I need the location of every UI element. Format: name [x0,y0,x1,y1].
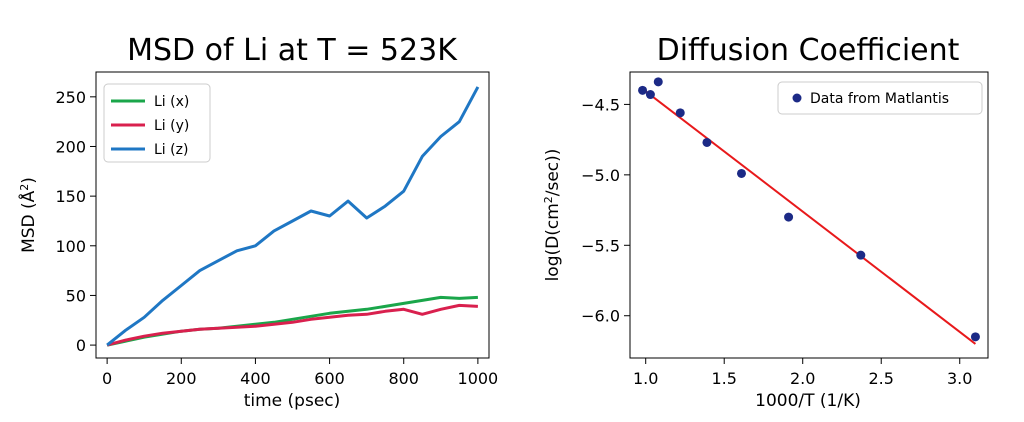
msd-chart: MSD of Li at T = 523K 0 200 400 600 800 10000… [17,33,498,411]
diffusion-data-point [653,77,663,87]
diffusion-data-point [638,85,648,95]
msd-y-tick-label: 50 [66,286,86,305]
diffusion-legend-marker [792,93,802,103]
msd-x-tick-label: 1000 [458,369,499,388]
msd-y-tick-label: 150 [55,187,86,206]
diffusion-x-tick-label: 2.5 [869,369,894,388]
diffusion-ticks: 1.0 1.5 2.0 2.5 3.0 −6.0 −5.5 −5.0 −4.5 [581,95,972,388]
diffusion-x-tick-label: 3.0 [947,369,972,388]
msd-legend-label-0: Li (x) [154,94,189,110]
msd-y-axis-label: MSD (Å2) [17,177,39,253]
msd-legend-box [103,83,211,163]
msd-series-line-2 [106,86,480,347]
msd-chart-title: MSD of Li at T = 523K [127,33,458,68]
diffusion-legend: Data from Matlantis [777,81,983,115]
msd-legend-label-1: Li (y) [154,118,189,134]
msd-y-tick-label: 100 [55,237,86,256]
diffusion-y-tick-label: −5.5 [581,236,620,255]
diffusion-fit-line-segment [641,88,977,345]
diffusion-x-tick-label: 1.0 [633,369,658,388]
diffusion-points [638,77,980,342]
msd-x-tick-label: 400 [240,369,271,388]
diffusion-data-point [675,108,685,118]
diffusion-data-point [736,168,746,178]
msd-x-tick-label: 0 [102,369,112,388]
diffusion-x-tick-label: 1.5 [711,369,736,388]
diffusion-data-point [970,332,980,342]
msd-y-tick-label: 0 [76,336,86,355]
msd-ticks: 0 200 400 600 800 1000 0 50 100 150 200 250 [55,88,498,388]
msd-x-axis-label: time (psec) [244,391,341,411]
msd-x-tick-label: 600 [314,369,345,388]
diffusion-chart-title: Diffusion Coefficient [657,33,960,68]
diffusion-x-tick-label: 2.0 [790,369,815,388]
msd-legend-items: Li (x) Li (y) Li (z) [111,94,189,158]
diffusion-x-axis-label: 1000/T (1/K) [755,391,861,411]
msd-series-line-1 [106,303,478,347]
diffusion-legend-items: Data from Matlantis [792,91,949,107]
diffusion-y-tick-label: −4.5 [581,95,620,114]
msd-legend: Li (x) Li (y) Li (z) [103,83,211,163]
diffusion-y-axis-label: log(D(cm2/sec)) [542,149,564,282]
diffusion-data-point [784,212,794,222]
msd-x-tick-label: 200 [166,369,197,388]
msd-x-tick-label: 800 [388,369,419,388]
diffusion-data-point [645,90,655,100]
msd-legend-label-2: Li (z) [154,142,188,158]
msd-plot-frame [95,71,490,359]
diffusion-y-tick-label: −5.0 [581,166,620,185]
msd-series-lines [106,86,480,347]
msd-y-tick-label: 250 [55,88,86,107]
diffusion-legend-box [777,81,983,115]
diffusion-data-point [702,137,712,147]
diffusion-y-tick-label: −6.0 [581,307,620,326]
diffusion-plot-frame [629,71,989,359]
msd-y-tick-label: 200 [55,137,86,156]
diffusion-legend-label: Data from Matlantis [810,91,949,107]
diffusion-data-point [856,250,866,260]
diffusion-fit-line [641,88,977,345]
diffusion-chart: Diffusion Coefficient 1.0 1.5 2.0 2.5 3.0 −6.… [542,33,989,411]
